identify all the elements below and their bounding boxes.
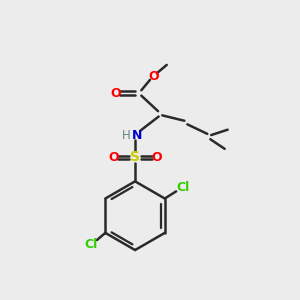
- Text: O: O: [151, 151, 162, 164]
- Text: O: O: [148, 70, 159, 83]
- Text: Cl: Cl: [177, 181, 190, 194]
- Text: Cl: Cl: [84, 238, 98, 251]
- Text: S: S: [130, 151, 140, 164]
- Text: O: O: [110, 87, 121, 100]
- Text: O: O: [108, 151, 119, 164]
- Text: H: H: [122, 129, 130, 142]
- Text: N: N: [132, 129, 142, 142]
